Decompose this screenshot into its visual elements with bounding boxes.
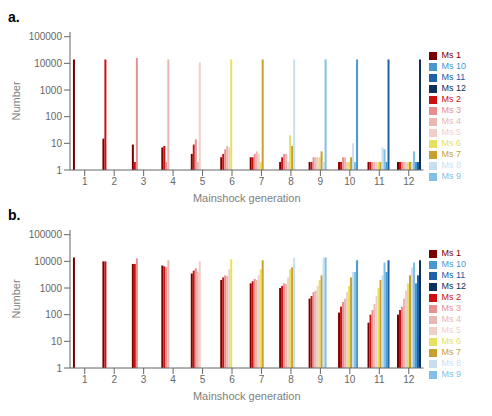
html-text:Ms 7: Ms 7 [441, 347, 461, 357]
svg-text:1: 1 [82, 176, 88, 187]
html-text:b.: b. [8, 207, 21, 223]
html-text:Ms 5: Ms 5 [441, 127, 461, 137]
html-text:Ms 2: Ms 2 [441, 94, 461, 104]
svg-text:Mainshock generation: Mainshock generation [193, 192, 301, 204]
html-text:Ms 5: Ms 5 [441, 325, 461, 335]
svg-text:10: 10 [344, 176, 356, 187]
html-text:Ms 2: Ms 2 [441, 292, 461, 302]
html-text:Ms 9: Ms 9 [441, 171, 461, 181]
svg-text:100000: 100000 [29, 31, 63, 42]
svg-text:9: 9 [318, 176, 324, 187]
html-text:Ms 11: Ms 11 [441, 270, 466, 280]
svg-text:Mainshock generation: Mainshock generation [193, 390, 301, 402]
svg-text:10000: 10000 [34, 256, 62, 267]
html-text:Ms 1: Ms 1 [441, 248, 461, 258]
svg-text:4: 4 [170, 176, 176, 187]
html-text:Ms 12: Ms 12 [441, 281, 466, 291]
svg-text:100: 100 [45, 111, 62, 122]
svg-text:6: 6 [229, 176, 235, 187]
svg-text:3: 3 [141, 176, 147, 187]
html-text:Ms 12: Ms 12 [441, 83, 466, 93]
svg-text:1000: 1000 [40, 283, 63, 294]
html-text:Ms 7: Ms 7 [441, 149, 461, 159]
html-text:Ms 1: Ms 1 [441, 50, 461, 60]
html-text:Ms 10: Ms 10 [441, 259, 466, 269]
html-text:Ms 3: Ms 3 [441, 105, 461, 115]
svg-text:8: 8 [288, 176, 294, 187]
svg-text:4: 4 [170, 374, 176, 385]
html-text:Ms 4: Ms 4 [441, 116, 461, 126]
svg-text:12: 12 [403, 374, 415, 385]
html-text:Ms 10: Ms 10 [441, 61, 466, 71]
html-text:Ms 6: Ms 6 [441, 138, 461, 148]
svg-text:7: 7 [259, 374, 265, 385]
svg-text:8: 8 [288, 374, 294, 385]
html-text:Ms 3: Ms 3 [441, 303, 461, 313]
svg-text:1: 1 [56, 165, 62, 176]
svg-text:7: 7 [259, 176, 265, 187]
html-text:Ms 6: Ms 6 [441, 336, 461, 346]
svg-text:10: 10 [344, 374, 356, 385]
svg-text:1000: 1000 [40, 85, 63, 96]
svg-text:100000: 100000 [29, 229, 63, 240]
svg-text:10: 10 [51, 336, 63, 347]
html-text:Ms 8: Ms 8 [441, 358, 461, 368]
svg-text:5: 5 [200, 176, 206, 187]
svg-text:9: 9 [318, 374, 324, 385]
svg-text:Number: Number [10, 81, 22, 120]
svg-text:3: 3 [141, 374, 147, 385]
html-text:a.: a. [8, 9, 20, 25]
svg-text:11: 11 [374, 374, 385, 385]
svg-text:11: 11 [374, 176, 385, 187]
svg-text:2: 2 [111, 176, 117, 187]
svg-text:10: 10 [51, 138, 63, 149]
svg-text:5: 5 [200, 374, 206, 385]
html-text:Ms 11: Ms 11 [441, 72, 466, 82]
svg-text:6: 6 [229, 374, 235, 385]
svg-text:2: 2 [111, 374, 117, 385]
svg-text:12: 12 [403, 176, 415, 187]
html-text:Ms 8: Ms 8 [441, 160, 461, 170]
svg-text:Number: Number [10, 279, 22, 318]
html-text:Ms 9: Ms 9 [441, 369, 461, 379]
svg-text:100: 100 [45, 309, 62, 320]
svg-text:1: 1 [56, 363, 62, 374]
svg-text:1: 1 [82, 374, 88, 385]
svg-text:10000: 10000 [34, 58, 62, 69]
html-text:Ms 4: Ms 4 [441, 314, 461, 324]
